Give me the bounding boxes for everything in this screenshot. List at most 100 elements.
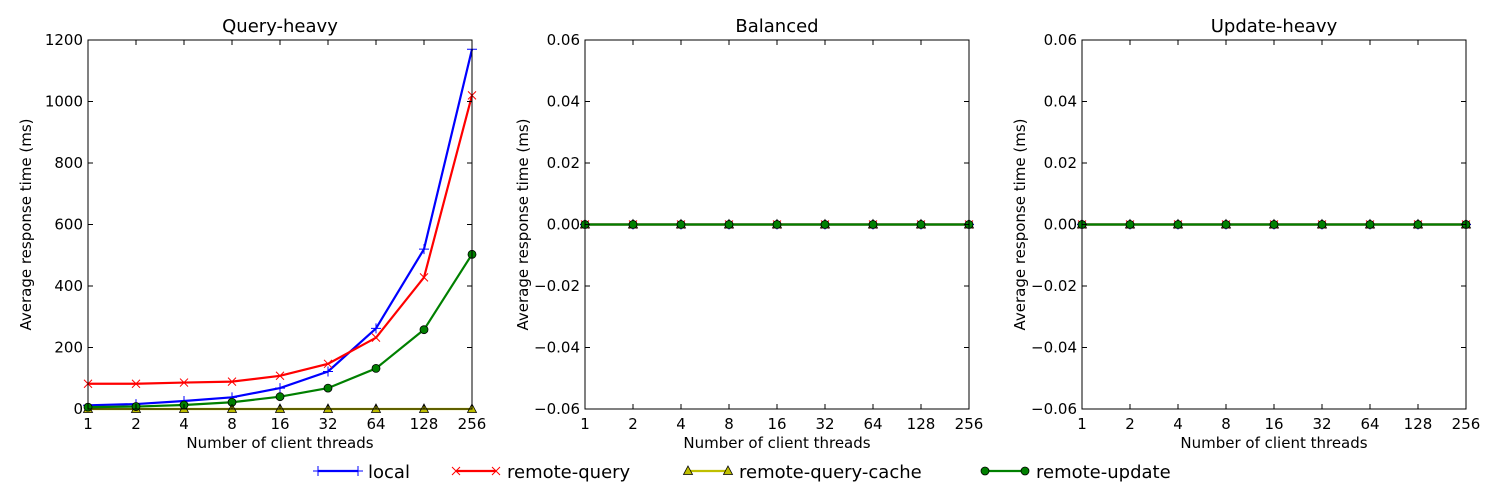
x-tick-label: 1 (1077, 415, 1087, 433)
x-tick-label: 64 (366, 415, 385, 433)
data-point-local (323, 366, 333, 377)
y-tick-label: 1200 (45, 31, 83, 49)
y-tick-label: −0.04 (534, 339, 580, 357)
legend-marker (353, 466, 363, 476)
legend-entry-remote-update: remote-update (980, 462, 1171, 483)
legend-marker (451, 466, 461, 476)
legend-entry-remote-query-cache: remote-query-cache (682, 462, 922, 483)
x-tick-label: 8 (724, 415, 734, 433)
x-tick-label: 128 (1404, 415, 1433, 433)
data-point-local (275, 383, 285, 394)
x-tick-label: 128 (907, 415, 936, 433)
y-tick-label: −0.04 (1031, 339, 1077, 357)
x-tick-label: 32 (815, 415, 834, 433)
data-point-remote-query (275, 371, 285, 381)
x-tick-label: 2 (1125, 415, 1135, 433)
x-tick-label: 1 (580, 415, 590, 433)
chart-panel-1: Query-heavy 1 2 4 8 16 32 64 128 256 0 200 400 600 800… (17, 16, 486, 452)
y-tick-label: 0 (73, 400, 83, 418)
x-tick-label: 16 (1264, 415, 1283, 433)
legend-label: remote-query-cache (739, 462, 922, 483)
legend-label: local (368, 462, 410, 483)
data-point-local (371, 323, 381, 334)
x-tick-label: 256 (1452, 415, 1481, 433)
data-point-remote-update (868, 220, 878, 229)
y-tick-label: 400 (54, 277, 83, 295)
legend-entry-remote-query: remote-query (451, 462, 631, 483)
data-point-remote-update (1221, 220, 1231, 229)
data-point-remote-update (275, 392, 285, 402)
x-tick-label: 16 (767, 415, 786, 433)
data-point-remote-update (724, 220, 734, 229)
y-tick-label: 1000 (45, 93, 83, 111)
y-tick-label: −0.06 (534, 400, 580, 418)
x-tick-label: 2 (131, 415, 141, 433)
x-tick-label: 4 (676, 415, 686, 433)
data-point-local (419, 244, 429, 255)
y-axis-label: Average response time (ms) (1011, 118, 1029, 330)
y-axis-label: Average response time (ms) (514, 118, 532, 330)
data-point-remote-update (820, 220, 830, 229)
data-point-remote-update (419, 325, 429, 335)
y-tick-label: 0.04 (1044, 93, 1077, 111)
legend-marker (980, 466, 990, 476)
x-tick-label: 8 (1221, 415, 1231, 433)
data-point-remote-update (772, 220, 782, 229)
y-tick-label: 0.02 (547, 154, 580, 172)
x-tick-label: 2 (628, 415, 638, 433)
legend-marker (1020, 466, 1030, 476)
x-tick-label: 256 (955, 415, 984, 433)
series-local (83, 44, 477, 411)
legend-label: remote-update (1036, 462, 1171, 483)
legend: local remote-query remote-query-cache remot… (313, 462, 1171, 483)
data-point-remote-query (419, 273, 429, 282)
chart-title: Query-heavy (222, 16, 338, 37)
x-tick-label: 4 (1173, 415, 1183, 433)
legend-label: remote-query (507, 462, 631, 483)
x-axis-label: Number of client threads (186, 434, 373, 452)
plot-frame (87, 39, 473, 410)
y-tick-label: 0.06 (547, 31, 580, 49)
x-tick-label: 16 (270, 415, 289, 433)
y-tick-label: 200 (54, 339, 83, 357)
data-point-remote-query (179, 378, 189, 387)
y-tick-label: −0.02 (1031, 277, 1077, 295)
y-tick-label: −0.06 (1031, 400, 1077, 418)
x-tick-label: 256 (458, 415, 487, 433)
y-tick-label: 600 (54, 216, 83, 234)
y-tick-label: −0.02 (534, 277, 580, 295)
chart-panel-3: Update-heavy 1 2 4 8 16 32 64 128 256 −0.06 −0.04 −0… (1011, 16, 1480, 452)
x-axis-label: Number of client threads (1180, 434, 1367, 452)
data-point-remote-update (1173, 220, 1183, 229)
data-point-remote-update (323, 383, 333, 393)
data-point-remote-query (323, 359, 333, 369)
data-point-remote-update (1269, 220, 1279, 229)
y-axis-label: Average response time (ms) (17, 118, 35, 330)
y-tick-label: 0.00 (547, 216, 580, 234)
series-line-local (87, 48, 474, 407)
data-point-remote-update (1125, 220, 1135, 229)
legend-marker (491, 466, 501, 476)
x-tick-label: 1 (83, 415, 93, 433)
data-point-remote-query (371, 333, 381, 343)
y-tick-label: 800 (54, 154, 83, 172)
y-tick-label: 0.04 (547, 93, 580, 111)
legend-marker (682, 465, 694, 475)
series-remote-query (83, 90, 477, 389)
x-tick-label: 8 (227, 415, 237, 433)
data-point-remote-update (371, 364, 381, 373)
series-remote-update (1077, 220, 1471, 229)
legend-marker (722, 465, 734, 475)
data-point-remote-update (1317, 220, 1327, 229)
y-tick-label: 0.02 (1044, 154, 1077, 172)
data-point-remote-query (131, 379, 141, 389)
x-tick-label: 4 (179, 415, 189, 433)
x-tick-label: 32 (318, 415, 337, 433)
legend-marker (313, 466, 323, 476)
x-axis-label: Number of client threads (683, 434, 870, 452)
data-point-remote-update (916, 220, 926, 229)
y-tick-label: 0.00 (1044, 216, 1077, 234)
chart-panel-2: Balanced 1 2 4 8 16 32 64 128 256 −0.06 −0.04 −0.02 0… (514, 16, 983, 452)
data-point-remote-query (227, 377, 237, 386)
